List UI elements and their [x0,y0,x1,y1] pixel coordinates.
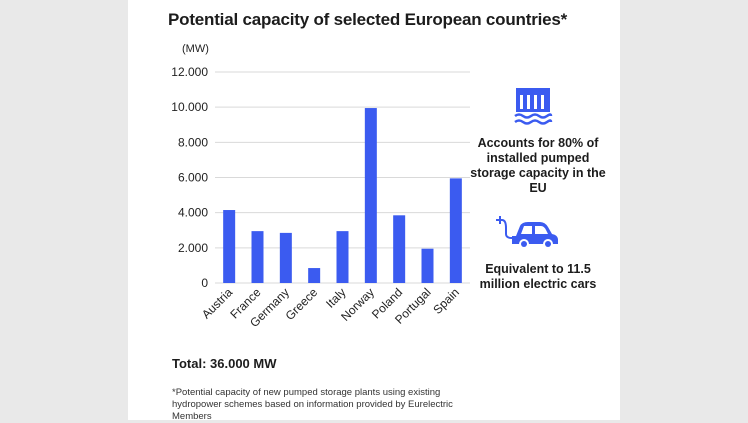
footnote: *Potential capacity of new pumped storag… [172,387,453,422]
x-tick-label: Austria [199,285,236,322]
bar-spain [449,178,462,283]
bar-austria [223,210,236,283]
y-tick-label: 10.000 [171,100,208,114]
x-tick-label: Spain [430,285,462,317]
side-note-electric-cars: Equivalent to 11.5 million electric cars [479,262,597,291]
x-tick-label: Greece [283,285,321,323]
y-tick-label: 4.000 [178,206,208,220]
bar-germany [279,232,292,283]
total-capacity: Total: 36.000 MW [172,356,277,371]
bar-norway [364,108,377,283]
y-axis-unit: (MW) [182,43,209,55]
y-tick-label: 12.000 [171,65,208,79]
bar-poland [393,215,406,283]
y-tick-label: 2.000 [178,241,208,255]
bar-france [251,231,264,283]
y-tick-label: 6.000 [178,171,208,185]
hydro-dam-icon [514,88,553,125]
bar-italy [336,231,349,283]
y-tick-label: 8.000 [178,135,208,149]
chart-title: Potential capacity of selected European … [168,10,568,29]
y-tick-label: 0 [201,276,208,290]
bar-portugal [421,248,434,283]
side-note-pumped-storage: Accounts for 80% of installed pumped sto… [470,136,606,195]
electric-car-icon [496,216,558,249]
bar-greece [308,268,321,283]
